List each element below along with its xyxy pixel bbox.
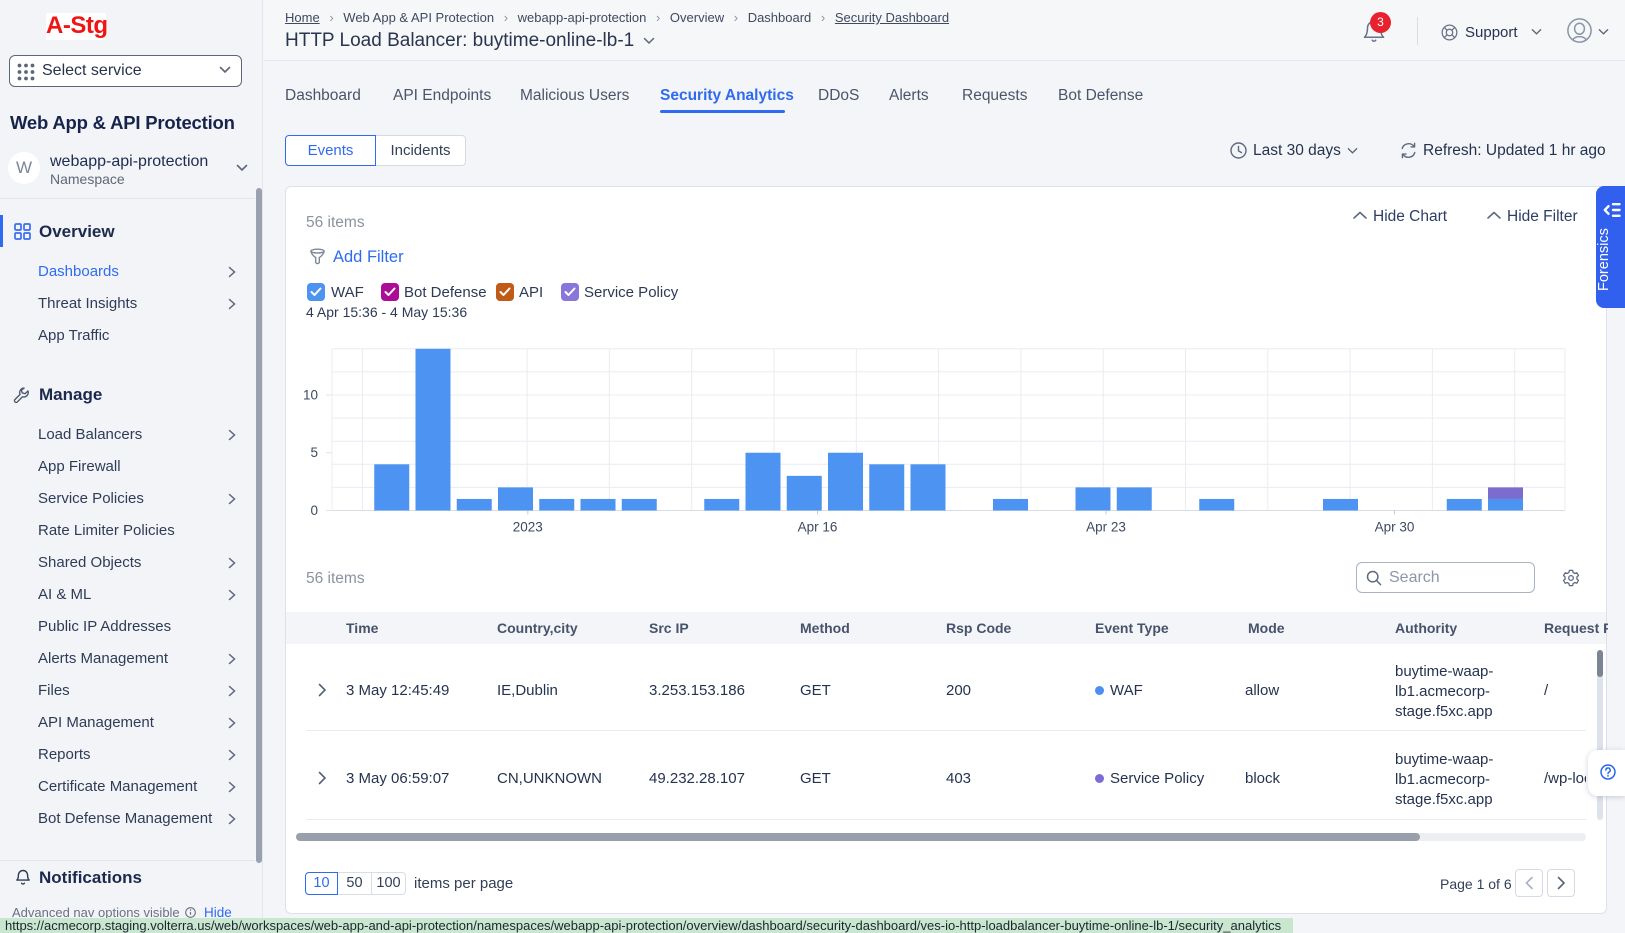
svg-text:10: 10 bbox=[303, 388, 318, 403]
svg-text:Apr 30: Apr 30 bbox=[1375, 520, 1415, 535]
svg-text:Apr 16: Apr 16 bbox=[798, 520, 838, 535]
svg-text:0: 0 bbox=[310, 503, 318, 518]
svg-text:5: 5 bbox=[310, 445, 318, 460]
svg-text:2023: 2023 bbox=[513, 520, 543, 535]
svg-text:Apr 23: Apr 23 bbox=[1086, 520, 1126, 535]
